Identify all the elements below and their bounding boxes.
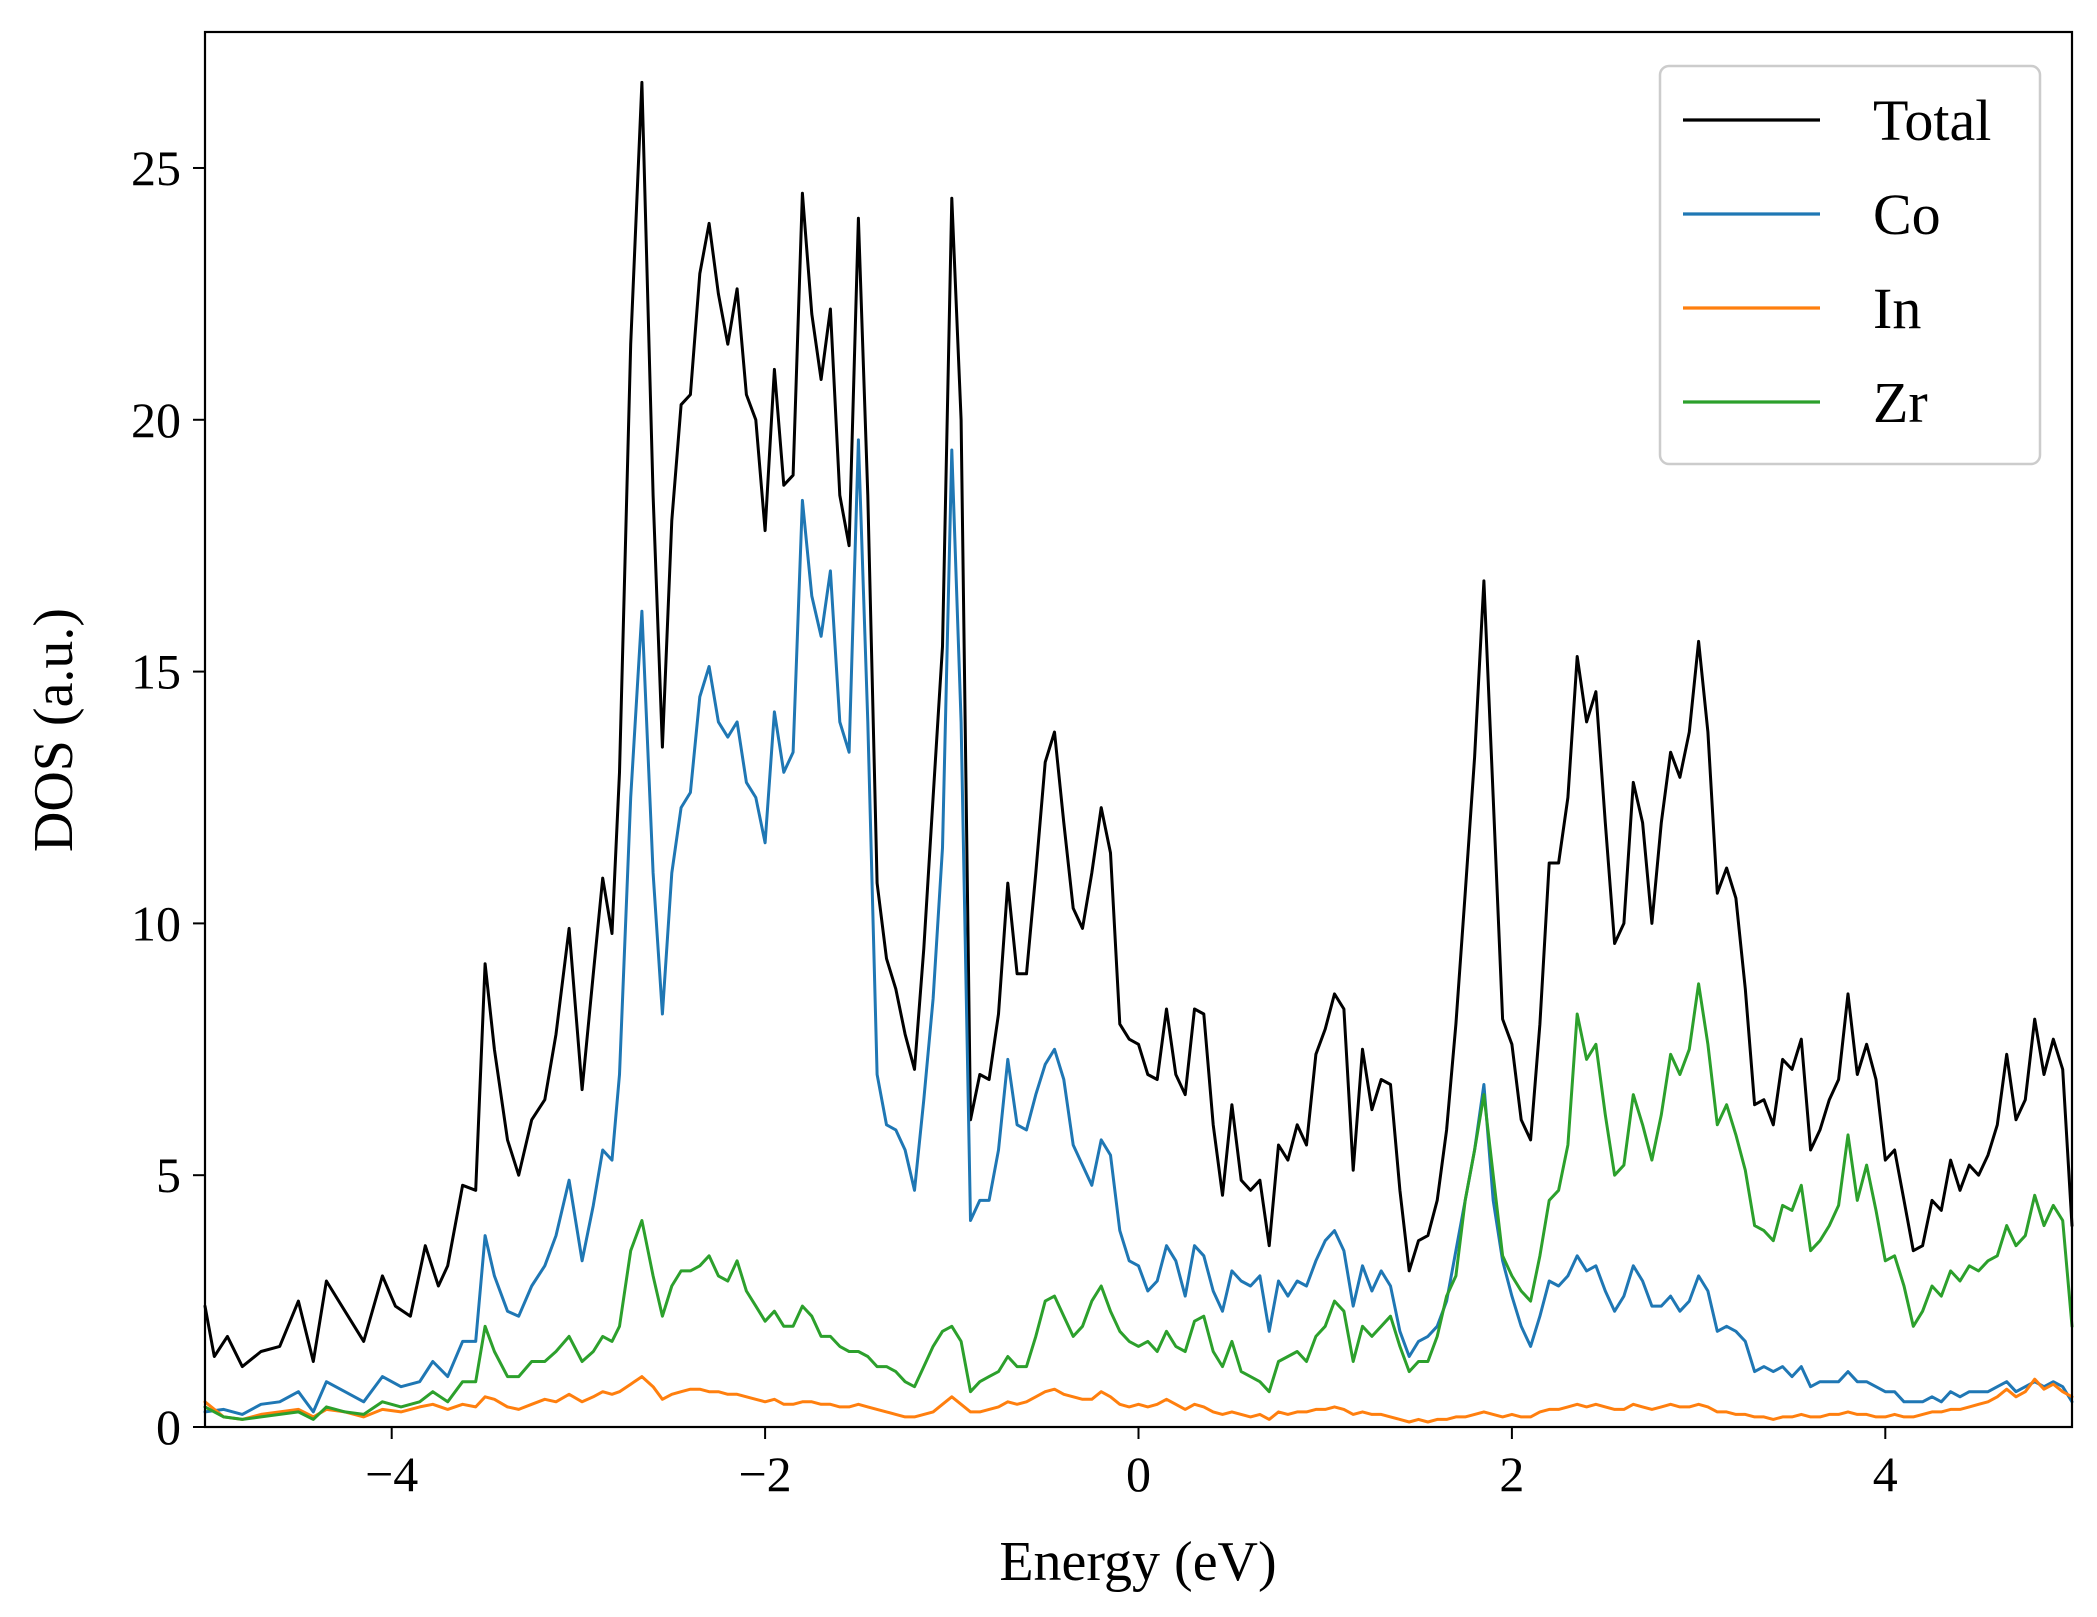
legend-label-total: Total	[1873, 88, 1991, 153]
series-line-zr	[203, 982, 2074, 1421]
y-tick-label: 5	[156, 1147, 181, 1203]
x-axis-title: Energy (eV)	[999, 1531, 1276, 1593]
y-tick-label: 10	[131, 895, 181, 951]
series-line-co	[203, 438, 2074, 1416]
legend-box	[1658, 64, 2042, 466]
x-tick-label: −4	[365, 1446, 418, 1502]
legend: Total Co In Zr	[1658, 64, 2042, 466]
series-layer	[203, 80, 2074, 1424]
x-tick-label: −2	[738, 1446, 791, 1502]
y-axis-ticks: 0 5 10 15 20 25	[131, 140, 205, 1455]
series-line-total	[203, 80, 2074, 1369]
y-axis-title: DOS (a.u.)	[23, 608, 85, 852]
x-axis-ticks: −4 −2 0 2 4	[365, 1427, 1898, 1502]
y-tick-label: 0	[156, 1399, 181, 1455]
legend-label-zr: Zr	[1873, 370, 1928, 435]
series-line-in	[203, 1375, 2074, 1424]
x-tick-label: 2	[1499, 1446, 1524, 1502]
x-tick-label: 0	[1126, 1446, 1151, 1502]
y-tick-label: 15	[131, 644, 181, 700]
x-tick-label: 4	[1873, 1446, 1898, 1502]
y-tick-label: 20	[131, 392, 181, 448]
legend-label-co: Co	[1873, 182, 1941, 247]
legend-label-in: In	[1873, 276, 1921, 341]
y-tick-label: 25	[131, 140, 181, 196]
